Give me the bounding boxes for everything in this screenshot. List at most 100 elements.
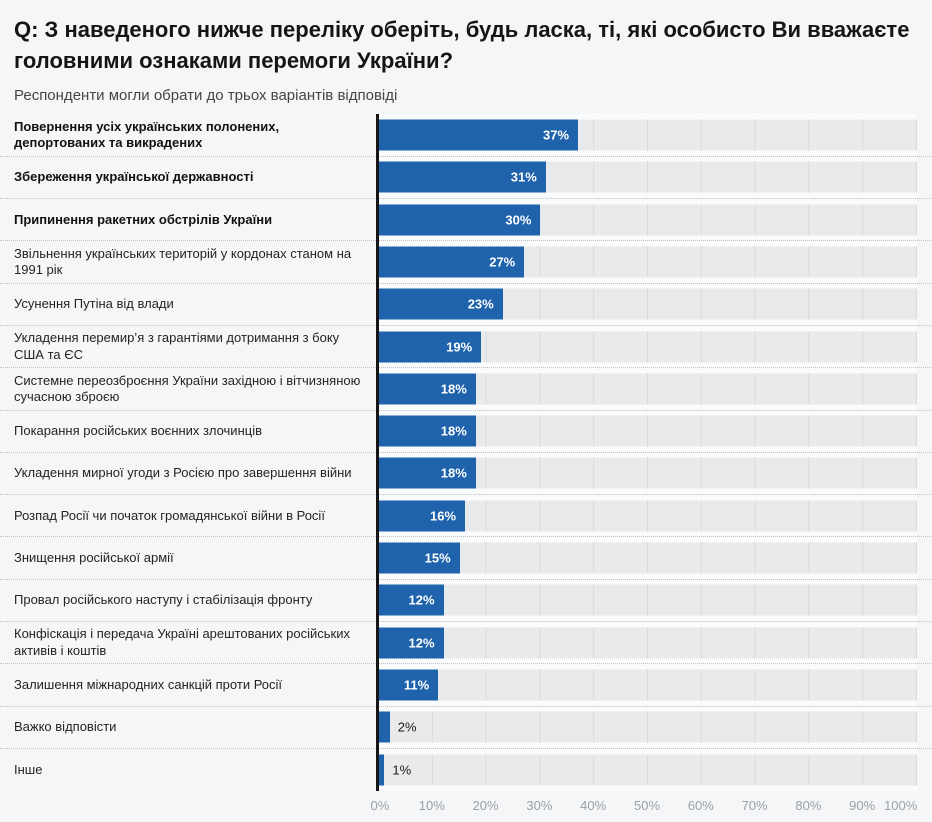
bar-track-area: 18% <box>376 410 917 452</box>
bar-chart: Повернення усіх українських полонених, д… <box>0 114 932 821</box>
category-label: Усунення Путіна від влади <box>14 296 174 312</box>
x-axis-tick-label: 100% <box>884 798 918 814</box>
value-label: 18% <box>440 465 467 481</box>
x-axis-tick-label: 20% <box>472 798 499 814</box>
category-label: Залишення міжнародних санкцій проти Росі… <box>14 676 283 692</box>
bar-track-area: 23% <box>376 283 917 325</box>
x-axis-tick-label: 40% <box>580 798 607 814</box>
chart-row: Покарання російських воєнних злочинців 18… <box>0 410 932 453</box>
value-label: 1% <box>392 762 412 778</box>
bar-track <box>379 669 917 701</box>
chart-row: Повернення усіх українських полонених, д… <box>0 114 932 157</box>
x-axis-tick-label: 80% <box>795 798 822 814</box>
x-axis-tick-label: 0% <box>370 798 390 814</box>
chart-rows: Повернення усіх українських полонених, д… <box>0 114 932 792</box>
chart-header: Q: З наведеного нижче переліку оберіть, … <box>0 0 932 104</box>
bar-track-area: 1% <box>376 748 917 792</box>
value-label: 2% <box>397 719 417 735</box>
x-axis-tick-label: 10% <box>418 798 445 814</box>
bar-track <box>379 711 917 743</box>
chart-row: Укладення перемир’я з гарантіями дотрима… <box>0 325 932 369</box>
bar <box>379 754 385 786</box>
bar <box>379 457 476 489</box>
x-axis-tick-label: 60% <box>687 798 714 814</box>
value-label: 12% <box>408 592 435 608</box>
x-axis-tick-label: 70% <box>741 798 768 814</box>
bar-track <box>379 500 917 532</box>
bar <box>379 711 390 743</box>
value-label: 12% <box>408 635 435 651</box>
bar-track <box>379 584 917 616</box>
chart-row: Розпад Росії чи початок громадянської ві… <box>0 495 932 538</box>
value-label: 11% <box>403 677 430 693</box>
x-axis-tick-label: 30% <box>526 798 553 814</box>
chart-row: Знищення російської армії 15% <box>0 537 932 580</box>
bar-track-area: 12% <box>376 579 917 622</box>
question-title: Q: З наведеного нижче переліку оберіть, … <box>14 17 910 74</box>
bar <box>379 373 476 405</box>
category-label: Конфіскація і передача Україні арештован… <box>14 626 350 658</box>
bar-track-area: 30% <box>376 199 917 241</box>
bar-track <box>379 542 917 574</box>
bar <box>379 669 439 701</box>
bar-track-area: 15% <box>376 537 917 579</box>
bar-track-area: 19% <box>376 325 917 368</box>
chart-row: Збереження української державності 31% <box>0 156 932 200</box>
value-label: 27% <box>489 254 516 270</box>
bar <box>379 500 466 532</box>
chart-row: Залишення міжнародних санкцій проти Росі… <box>0 664 932 707</box>
bar-track-area: 2% <box>376 706 917 748</box>
chart-subtitle: Респонденти могли обрати до трьох варіан… <box>14 87 398 105</box>
value-label: 15% <box>424 550 451 566</box>
bar <box>379 119 579 151</box>
chart-row: Звільнення українських територій у кордо… <box>0 241 932 284</box>
category-label: Повернення усіх українських полонених, д… <box>14 118 280 151</box>
bar-track-area: 11% <box>376 664 917 706</box>
category-label: Знищення російської армії <box>14 549 174 565</box>
bar <box>379 246 525 278</box>
chart-row: Провал російського наступу і стабілізаці… <box>0 579 932 623</box>
chart-row: Конфіскація і передача Україні арештован… <box>0 622 932 665</box>
chart-row: Інше 1% <box>0 748 932 792</box>
value-label: 31% <box>510 169 537 185</box>
bar <box>379 288 503 320</box>
value-label: 16% <box>430 508 457 524</box>
category-label: Провал російського наступу і стабілізаці… <box>14 592 313 608</box>
bar <box>379 161 546 193</box>
category-label: Покарання російських воєнних злочинців <box>14 423 262 439</box>
chart-row: Укладення мирної угоди з Росією про заве… <box>0 452 932 496</box>
x-axis-tick-label: 90% <box>849 798 876 814</box>
bar <box>379 415 476 447</box>
x-axis: 0% 10% 20% 30% 40% 50% 60% 70% 80% 90% 100% <box>370 791 932 821</box>
category-label: Важко відповісти <box>14 719 117 735</box>
category-label: Укладення мирної угоди з Росією про заве… <box>14 465 352 481</box>
y-axis-line <box>376 114 379 792</box>
value-label: 30% <box>505 212 532 228</box>
bar <box>379 542 460 574</box>
chart-row: Системне переозброєння України західною … <box>0 368 932 411</box>
category-label: Припинення ракетних обстрілів України <box>14 211 273 227</box>
category-label: Укладення перемир’я з гарантіями дотрима… <box>14 330 340 362</box>
value-label: 18% <box>440 423 467 439</box>
chart-row: Усунення Путіна від влади 23% <box>0 283 932 326</box>
bar-track-area: 18% <box>376 452 917 495</box>
category-label: Інше <box>14 761 43 777</box>
chart-row: Важко відповісти 2% <box>0 706 932 749</box>
bar-track-area: 31% <box>376 156 917 199</box>
bar-track-area: 16% <box>376 495 917 537</box>
value-label: 19% <box>446 339 473 355</box>
bar-track <box>379 627 917 659</box>
value-label: 23% <box>467 296 494 312</box>
bar <box>379 204 541 236</box>
x-axis-tick-label: 50% <box>633 798 661 814</box>
bar-track <box>379 754 917 786</box>
bar <box>379 331 482 363</box>
bar <box>379 584 444 616</box>
bar <box>379 627 444 659</box>
bar-track-area: 37% <box>376 114 917 156</box>
value-label: 37% <box>543 127 570 143</box>
bar-track-area: 27% <box>376 241 917 283</box>
bar-track-area: 12% <box>376 622 917 664</box>
category-label: Звільнення українських територій у кордо… <box>14 245 352 277</box>
category-label: Розпад Росії чи початок громадянської ві… <box>14 507 325 523</box>
